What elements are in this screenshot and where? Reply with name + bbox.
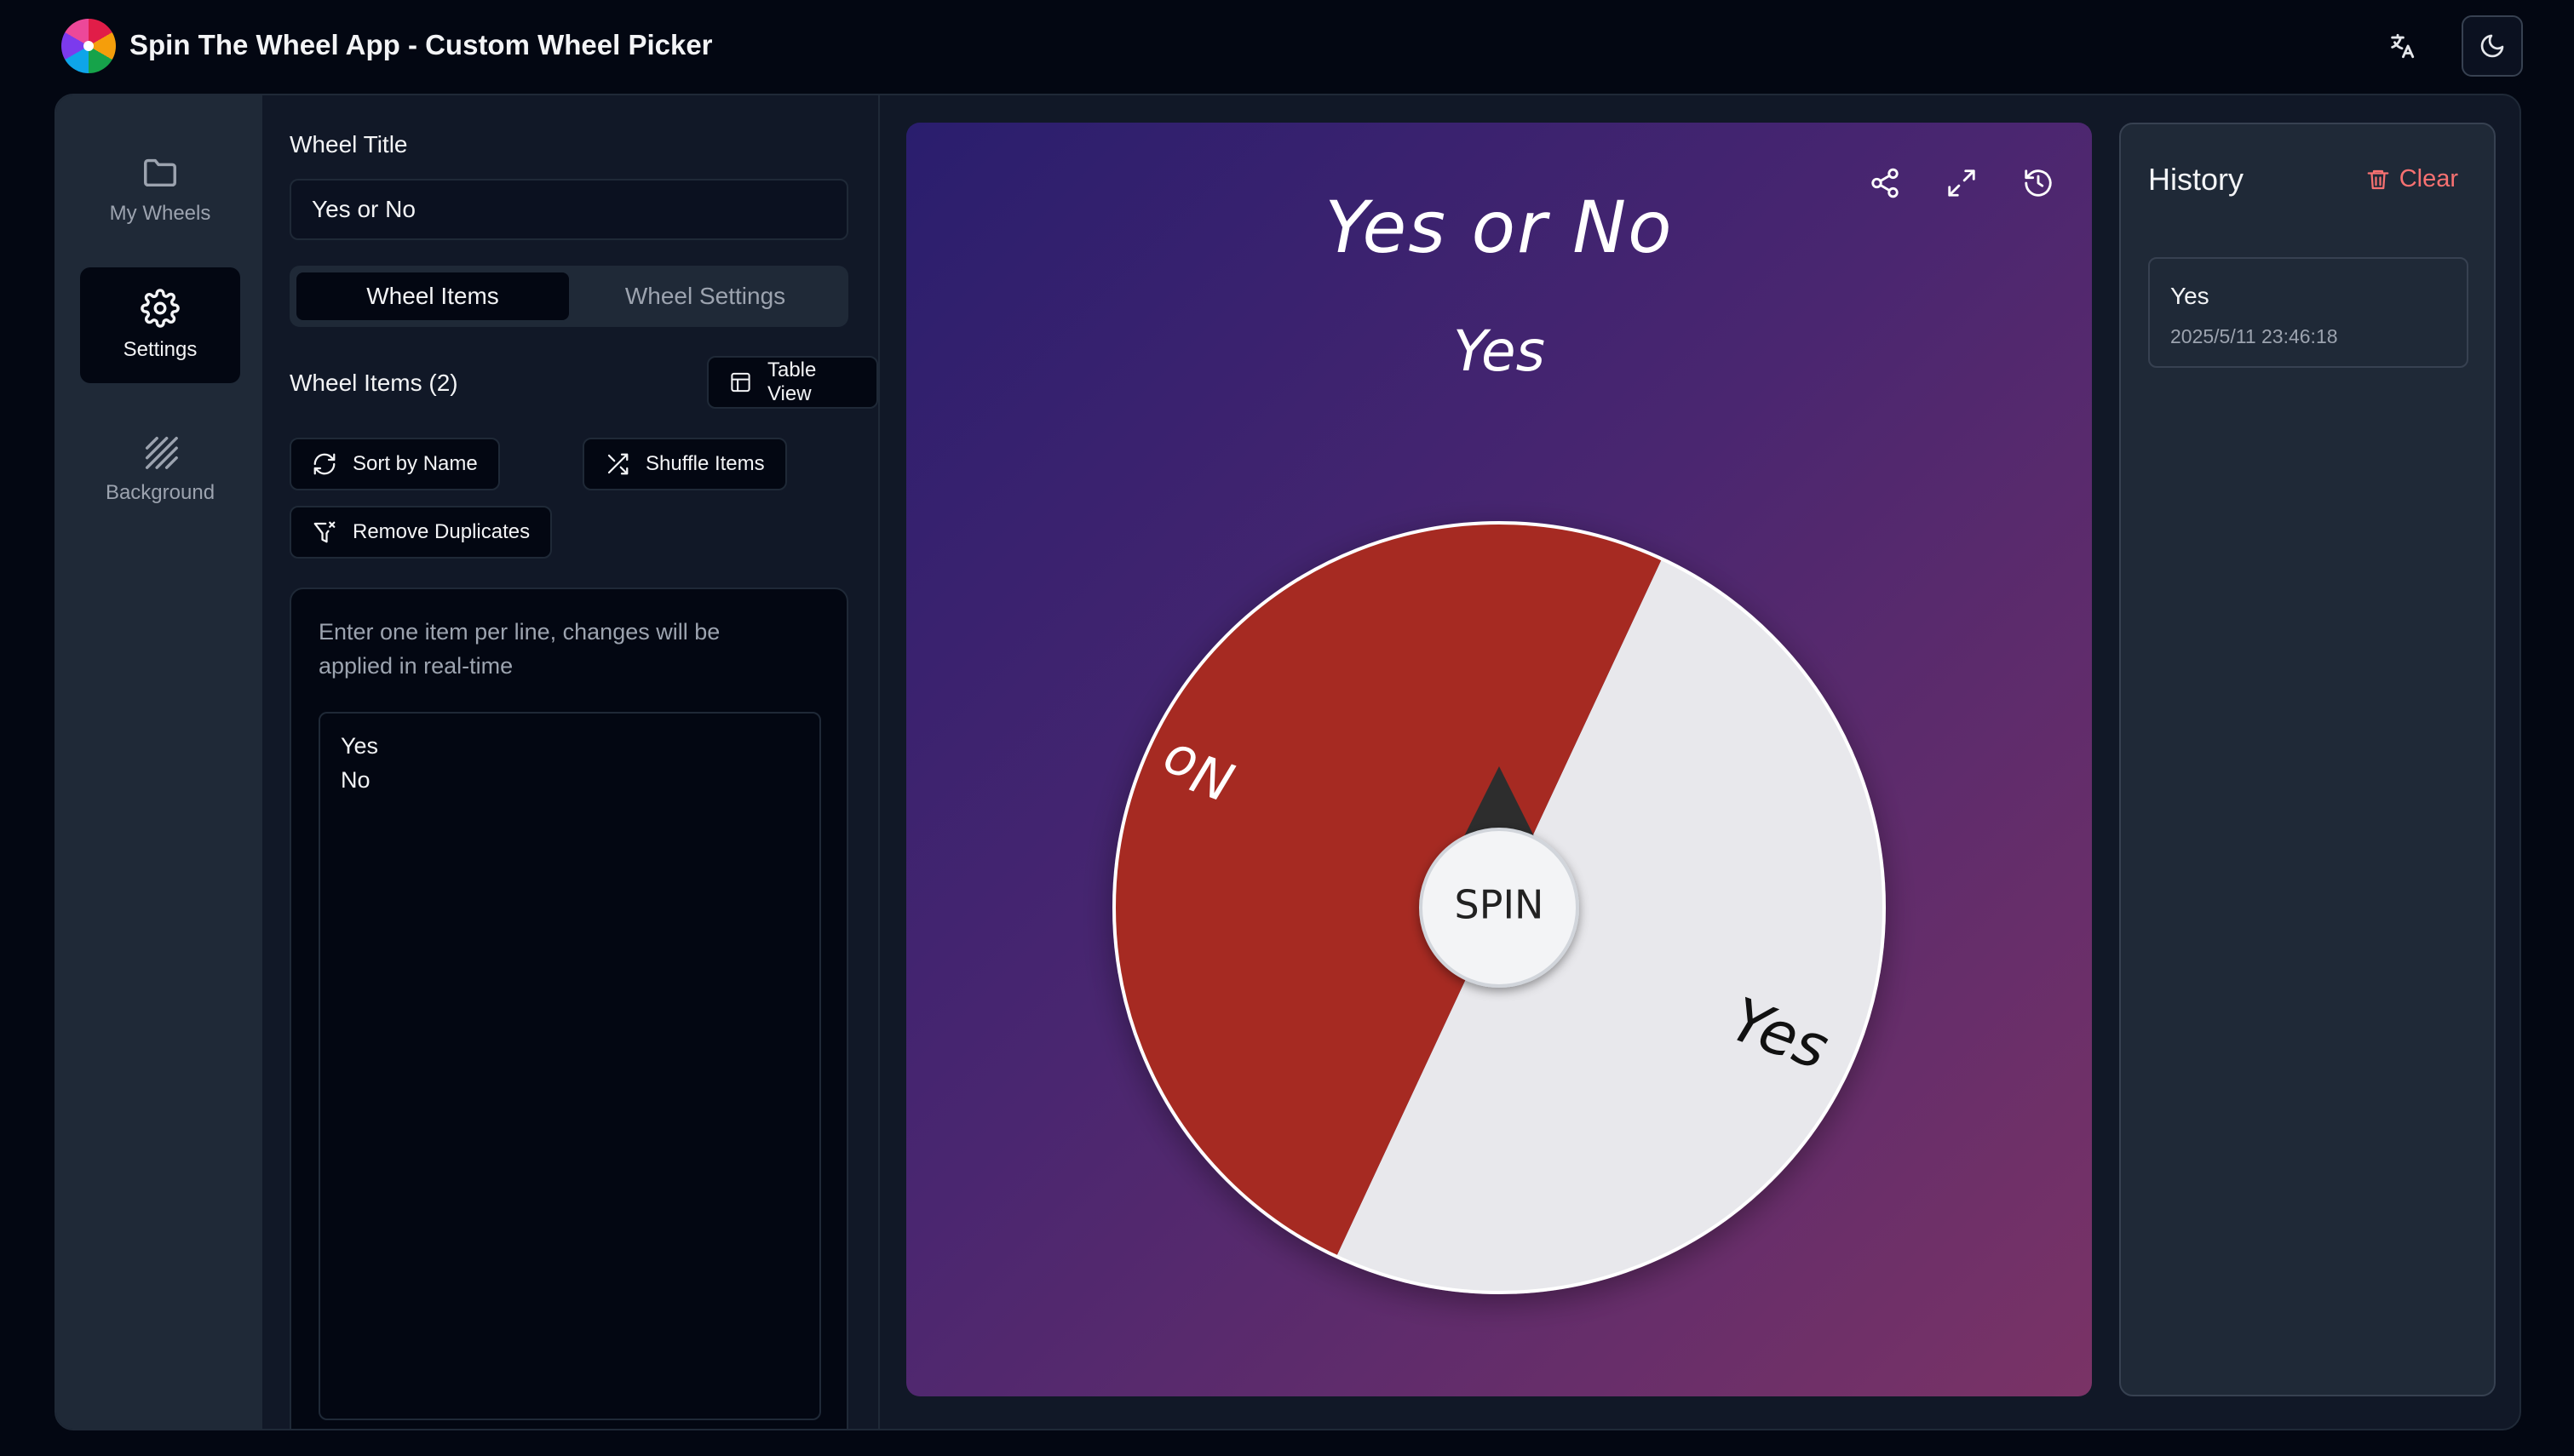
expand-icon — [1948, 169, 1975, 197]
app-logo — [61, 19, 116, 73]
wheel-title-input[interactable] — [290, 179, 848, 240]
stage-toolbar — [1865, 163, 2058, 203]
moon-icon — [2480, 34, 2504, 58]
table-view-button[interactable]: Table View — [707, 356, 878, 409]
rail-label: Background — [105, 481, 215, 504]
settings-panel: Wheel Title Wheel Items Wheel Settings W… — [262, 95, 1085, 1429]
current-result: Yes — [1452, 318, 1546, 384]
items-card: Enter one item per line, changes will be… — [290, 588, 848, 1429]
rail-item-settings[interactable]: Settings — [80, 267, 240, 383]
gear-icon — [141, 289, 180, 328]
items-hint: Enter one item per line, changes will be… — [319, 619, 721, 679]
side-rail: My Wheels Settings Background — [56, 95, 262, 1429]
history-panel: History Clear Yes 2025/5/11 23:46:18 — [2119, 123, 2496, 1396]
tab-wheel-settings[interactable]: Wheel Settings — [624, 283, 786, 309]
wheel-pointer — [1462, 766, 1537, 841]
trash-icon — [2367, 169, 2389, 189]
fullscreen-button[interactable] — [1942, 163, 1981, 203]
share-icon — [1871, 168, 1899, 198]
wheel-title: Yes or No — [1324, 186, 1674, 269]
language-button[interactable] — [2371, 15, 2433, 77]
shuffle-items-label: Shuffle Items — [646, 452, 765, 475]
filter-x-icon — [313, 521, 336, 543]
history-entry-time: 2025/5/11 23:46:18 — [2170, 325, 2338, 347]
rail-label: My Wheels — [109, 202, 211, 225]
wheel-items-count: Wheel Items (2) — [290, 370, 458, 396]
folder-icon — [144, 158, 176, 187]
sort-by-name-label: Sort by Name — [353, 452, 478, 475]
settings-tabs: Wheel Items Wheel Settings — [290, 266, 848, 327]
main-shell: My Wheels Settings Background Wheel Titl… — [55, 94, 2521, 1430]
translate-icon — [2391, 33, 2415, 59]
top-bar: Spin The Wheel App - Custom Wheel Picker — [0, 0, 2574, 94]
history-entry: Yes 2025/5/11 23:46:18 — [2148, 257, 2468, 368]
wheel-canvas: Yes No SPIN — [1112, 521, 1886, 1294]
history-entry-value: Yes — [2170, 283, 2209, 309]
sort-by-name-button[interactable]: Sort by Name — [290, 438, 500, 490]
spin-hub — [1419, 828, 1579, 988]
wheel-stage: Yes or No Yes Yes No SPIN — [906, 123, 2092, 1396]
share-button[interactable] — [1865, 163, 1905, 203]
spin-label: SPIN — [1455, 882, 1544, 928]
items-textarea[interactable]: Yes No — [319, 712, 821, 1420]
rail-label: Settings — [123, 338, 198, 361]
clear-history-label: Clear — [2399, 165, 2458, 192]
history-icon — [2025, 169, 2052, 197]
shuffle-items-button[interactable]: Shuffle Items — [583, 438, 787, 490]
history-title: History — [2148, 162, 2244, 197]
rail-item-my-wheels[interactable]: My Wheels — [80, 131, 240, 247]
pattern-icon — [145, 436, 178, 469]
rail-item-background[interactable]: Background — [80, 410, 240, 526]
spin-button[interactable] — [1419, 828, 1579, 988]
remove-duplicates-button[interactable]: Remove Duplicates — [290, 506, 553, 559]
wheel-rim — [1112, 521, 1886, 1294]
app-title: Spin The Wheel App - Custom Wheel Picker — [129, 29, 713, 60]
wheel-segment-yes — [1336, 559, 1884, 1293]
table-view-label: Table View — [767, 358, 817, 405]
shuffle-icon — [607, 453, 629, 475]
clear-history-button[interactable]: Clear — [2365, 165, 2458, 193]
tab-wheel-items[interactable]: Wheel Items — [296, 272, 569, 320]
wheel[interactable] — [1112, 521, 1886, 1294]
wheel-title-label: Wheel Title — [290, 131, 408, 158]
theme-toggle-button[interactable] — [2462, 15, 2523, 77]
table-icon — [731, 372, 750, 393]
refresh-icon — [313, 453, 336, 475]
remove-duplicates-label: Remove Duplicates — [353, 520, 531, 543]
history-toggle-button[interactable] — [2019, 163, 2058, 203]
wheel-segment-no — [1114, 523, 1663, 1257]
